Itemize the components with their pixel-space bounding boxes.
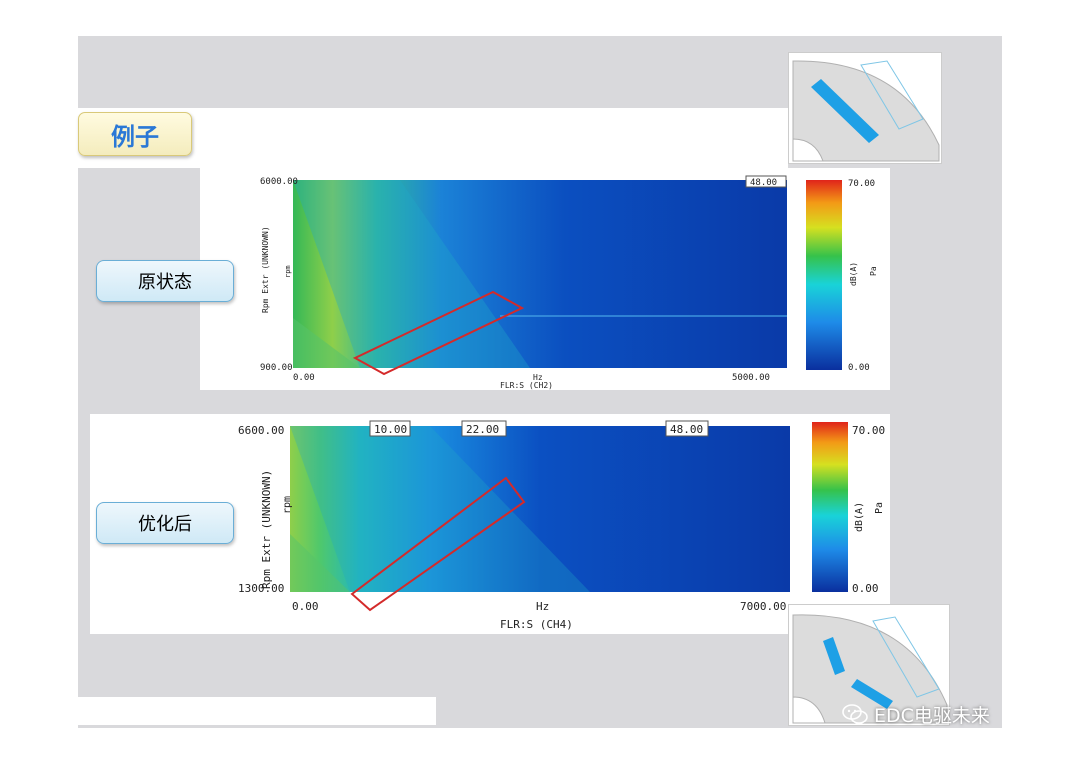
colorbar-min: 0.00 (852, 582, 879, 595)
label-optimized-state: 优化后 (96, 502, 234, 544)
x-axis-channel: FLR:S (CH2) (500, 381, 553, 390)
slide-title: 例子 (111, 122, 159, 151)
x-tick-right: 7000.00 (740, 600, 786, 613)
watermark: EDC电驱未来 (842, 700, 990, 728)
x-tick-left: 0.00 (293, 373, 315, 383)
magnet-slot-outline (872, 616, 940, 698)
colorbar (806, 180, 842, 370)
slide-title-box: 例子 (78, 112, 192, 156)
order-marker: 22.00 (466, 423, 499, 436)
x-axis-label: Hz (536, 600, 549, 613)
highlight-box (352, 290, 525, 376)
colorbar-unit: dB(A) (849, 262, 858, 286)
y-tick-bottom: 1300.00 (238, 582, 284, 595)
highlight-box (350, 476, 526, 612)
y-axis-unit: rpm (284, 265, 292, 278)
rotor-diagram-optimized (788, 604, 950, 726)
slide-band (78, 108, 788, 168)
colorbar-max: 70.00 (848, 179, 875, 189)
colorbar (812, 422, 848, 592)
colorbar-ref: Pa (869, 266, 878, 276)
spectrogram-optimized: 6600.00 1300.00 0.00 7000.00 Hz FLR:S (C… (238, 420, 885, 631)
rotor-diagram-original (788, 52, 942, 164)
order-marker-box (665, 420, 709, 437)
plot-area (290, 426, 790, 612)
magnet-slot (811, 79, 879, 143)
x-axis-channel: FLR:S (CH4) (500, 618, 573, 631)
heatmap-order-fan (293, 180, 530, 368)
y-tick-top: 6000.00 (260, 177, 298, 187)
colorbar-ref: Pa (874, 502, 885, 514)
order-marker: 48.00 (670, 423, 703, 436)
plot-area (293, 180, 787, 376)
y-axis-label: Rpm Extr (UNKNOWN) (261, 226, 270, 313)
shaft-cutout (792, 138, 824, 162)
heatmap-lowfreq-wedge (293, 318, 360, 368)
label-original-state: 原状态 (96, 260, 234, 302)
y-tick-top: 6600.00 (238, 424, 284, 437)
magnet-slot-outline (860, 60, 924, 130)
footer-bar (78, 697, 436, 725)
order-marker-box (461, 420, 507, 437)
magnet-slot-a (823, 637, 845, 675)
y-axis-unit: rpm (282, 496, 293, 514)
order-marker-box (369, 420, 411, 437)
order-marker: 10.00 (374, 423, 407, 436)
heatmap-field (293, 180, 787, 368)
order-marker: 48.00 (750, 178, 777, 188)
colorbar-unit: dB(A) (854, 502, 865, 532)
colorbar-max: 70.00 (852, 424, 885, 437)
shaft-cutout (792, 696, 826, 724)
y-tick-bottom: 900.00 (260, 363, 293, 373)
wechat-icon (842, 704, 868, 724)
x-tick-left: 0.00 (292, 600, 319, 613)
watermark-text: EDC电驱未来 (874, 704, 990, 727)
x-axis-label: Hz (533, 373, 543, 382)
heatmap-field (290, 426, 790, 592)
order-marker-box (745, 175, 787, 188)
rotor-sector (792, 60, 940, 162)
y-axis-label: Rpm Extr (UNKNOWN) (260, 470, 273, 589)
spectrogram-original: 6000.00 900.00 0.00 5000.00 Hz FLR:S (CH… (260, 175, 878, 390)
colorbar-min: 0.00 (848, 363, 870, 373)
heatmap-order-fan (290, 426, 590, 592)
x-tick-right: 5000.00 (732, 373, 770, 383)
chart-panel-original: 6000.00 900.00 0.00 5000.00 Hz FLR:S (CH… (200, 168, 890, 390)
magnet-slot-b (851, 679, 893, 709)
heatmap-lowfreq-wedge (290, 534, 350, 592)
